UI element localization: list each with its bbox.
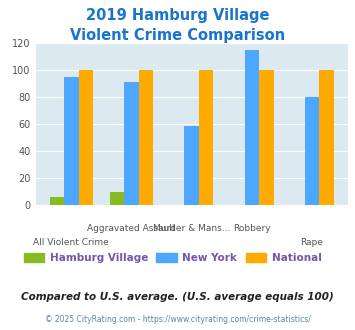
Legend: Hamburg Village, New York, National: Hamburg Village, New York, National	[20, 248, 326, 267]
Text: All Violent Crime: All Violent Crime	[33, 238, 109, 247]
Bar	[64, 77, 78, 205]
Text: Violent Crime Comparison: Violent Crime Comparison	[70, 28, 285, 43]
Bar	[50, 196, 64, 205]
Text: Compared to U.S. average. (U.S. average equals 100): Compared to U.S. average. (U.S. average …	[21, 292, 334, 302]
Bar	[259, 70, 274, 205]
Text: Rape: Rape	[301, 238, 323, 247]
Text: Robbery: Robbery	[233, 224, 271, 233]
Bar	[124, 82, 139, 205]
Text: Aggravated Assault: Aggravated Assault	[87, 224, 176, 233]
Text: Murder & Mans...: Murder & Mans...	[153, 224, 230, 233]
Bar	[139, 70, 153, 205]
Bar	[110, 192, 124, 205]
Bar	[199, 70, 213, 205]
Bar	[78, 70, 93, 205]
Bar	[305, 97, 319, 205]
Bar	[185, 126, 199, 205]
Bar	[245, 50, 259, 205]
Text: © 2025 CityRating.com - https://www.cityrating.com/crime-statistics/: © 2025 CityRating.com - https://www.city…	[45, 315, 310, 324]
Text: 2019 Hamburg Village: 2019 Hamburg Village	[86, 8, 269, 23]
Bar	[319, 70, 334, 205]
